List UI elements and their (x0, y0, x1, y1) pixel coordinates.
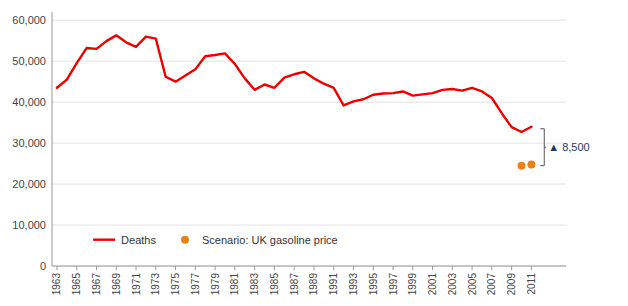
x-tick (294, 266, 295, 270)
x-tick (432, 266, 433, 270)
x-tick-label: 1971 (131, 273, 142, 296)
x-tick (195, 266, 196, 270)
x-tick-label: 1991 (328, 273, 339, 296)
x-tick-label: 2003 (447, 273, 458, 296)
y-tick-label: 20,000 (12, 178, 46, 190)
x-tick (452, 266, 453, 270)
x-tick-label: 2009 (506, 273, 517, 296)
series-point (527, 160, 535, 168)
legend: Deaths Scenario: UK gasoline price (93, 234, 338, 246)
grid-line (52, 20, 566, 21)
x-tick-label: 1983 (249, 273, 260, 296)
plot-area (57, 35, 535, 169)
x-tick (155, 266, 156, 270)
legend-label: Deaths (121, 234, 156, 246)
x-tick-label: 2007 (486, 273, 497, 296)
x-tick-label: 1973 (150, 273, 161, 296)
legend-label: Scenario: UK gasoline price (202, 234, 338, 246)
x-tick (96, 266, 97, 270)
x-tick-label: 1969 (111, 273, 122, 296)
x-tick-label: 2011 (526, 273, 537, 295)
x-tick (491, 266, 492, 270)
x-tick-label: 1979 (210, 273, 221, 296)
chart: 0 10,000 20,000 30,000 40,000 50,000 60,000 196… (0, 0, 628, 306)
x-tick (254, 266, 255, 270)
x-tick-label: 1997 (388, 273, 399, 296)
grid-line (52, 61, 566, 62)
x-tick-label: 1989 (308, 273, 319, 296)
grid-line (52, 184, 566, 185)
series-line (57, 35, 531, 132)
x-tick (333, 266, 334, 270)
x-tick (531, 266, 532, 270)
annotation-bracket (540, 129, 546, 166)
x-tick (116, 266, 117, 270)
x-tick-label: 1993 (348, 273, 359, 296)
x-tick (215, 266, 216, 270)
grid-line (52, 143, 566, 144)
x-tick (511, 266, 512, 270)
grid-line (52, 225, 566, 226)
x-tick (472, 266, 473, 270)
series-point (518, 162, 526, 170)
x-tick (274, 266, 275, 270)
grid-line (52, 266, 566, 267)
x-tick-label: 2005 (467, 273, 478, 296)
x-tick (56, 266, 57, 270)
y-axis (52, 12, 53, 266)
x-tick-label: 1963 (51, 273, 62, 296)
x-tick-label: 1987 (289, 273, 300, 296)
x-tick-label: 1965 (71, 273, 82, 296)
x-tick (234, 266, 235, 270)
legend-swatch (181, 236, 189, 244)
x-tick (76, 266, 77, 270)
legend-swatch (93, 238, 115, 240)
y-tick-label: 30,000 (12, 137, 46, 149)
y-tick-label: 10,000 (12, 219, 46, 231)
x-tick-label: 1999 (407, 273, 418, 296)
x-tick (313, 266, 314, 270)
annotation-text: ▲ 8,500 (548, 141, 589, 153)
y-tick-label: 0 (40, 260, 46, 272)
x-tick-label: 1985 (269, 273, 280, 296)
x-tick (373, 266, 374, 270)
x-tick (393, 266, 394, 270)
x-tick (353, 266, 354, 270)
x-tick (412, 266, 413, 270)
x-tick (175, 266, 176, 270)
x-tick-label: 1981 (229, 273, 240, 296)
y-tick-label: 50,000 (12, 55, 46, 67)
grid (52, 20, 566, 266)
y-tick-label: 40,000 (12, 96, 46, 108)
x-tick (136, 266, 137, 270)
x-tick-label: 2001 (427, 273, 438, 296)
x-tick-label: 1995 (368, 273, 379, 296)
x-tick-label: 1967 (91, 273, 102, 296)
x-tick-label: 1975 (170, 273, 181, 296)
grid-line (52, 102, 566, 103)
x-axis (52, 266, 566, 267)
x-tick-label: 1977 (190, 273, 201, 296)
y-tick-label: 60,000 (12, 14, 46, 26)
